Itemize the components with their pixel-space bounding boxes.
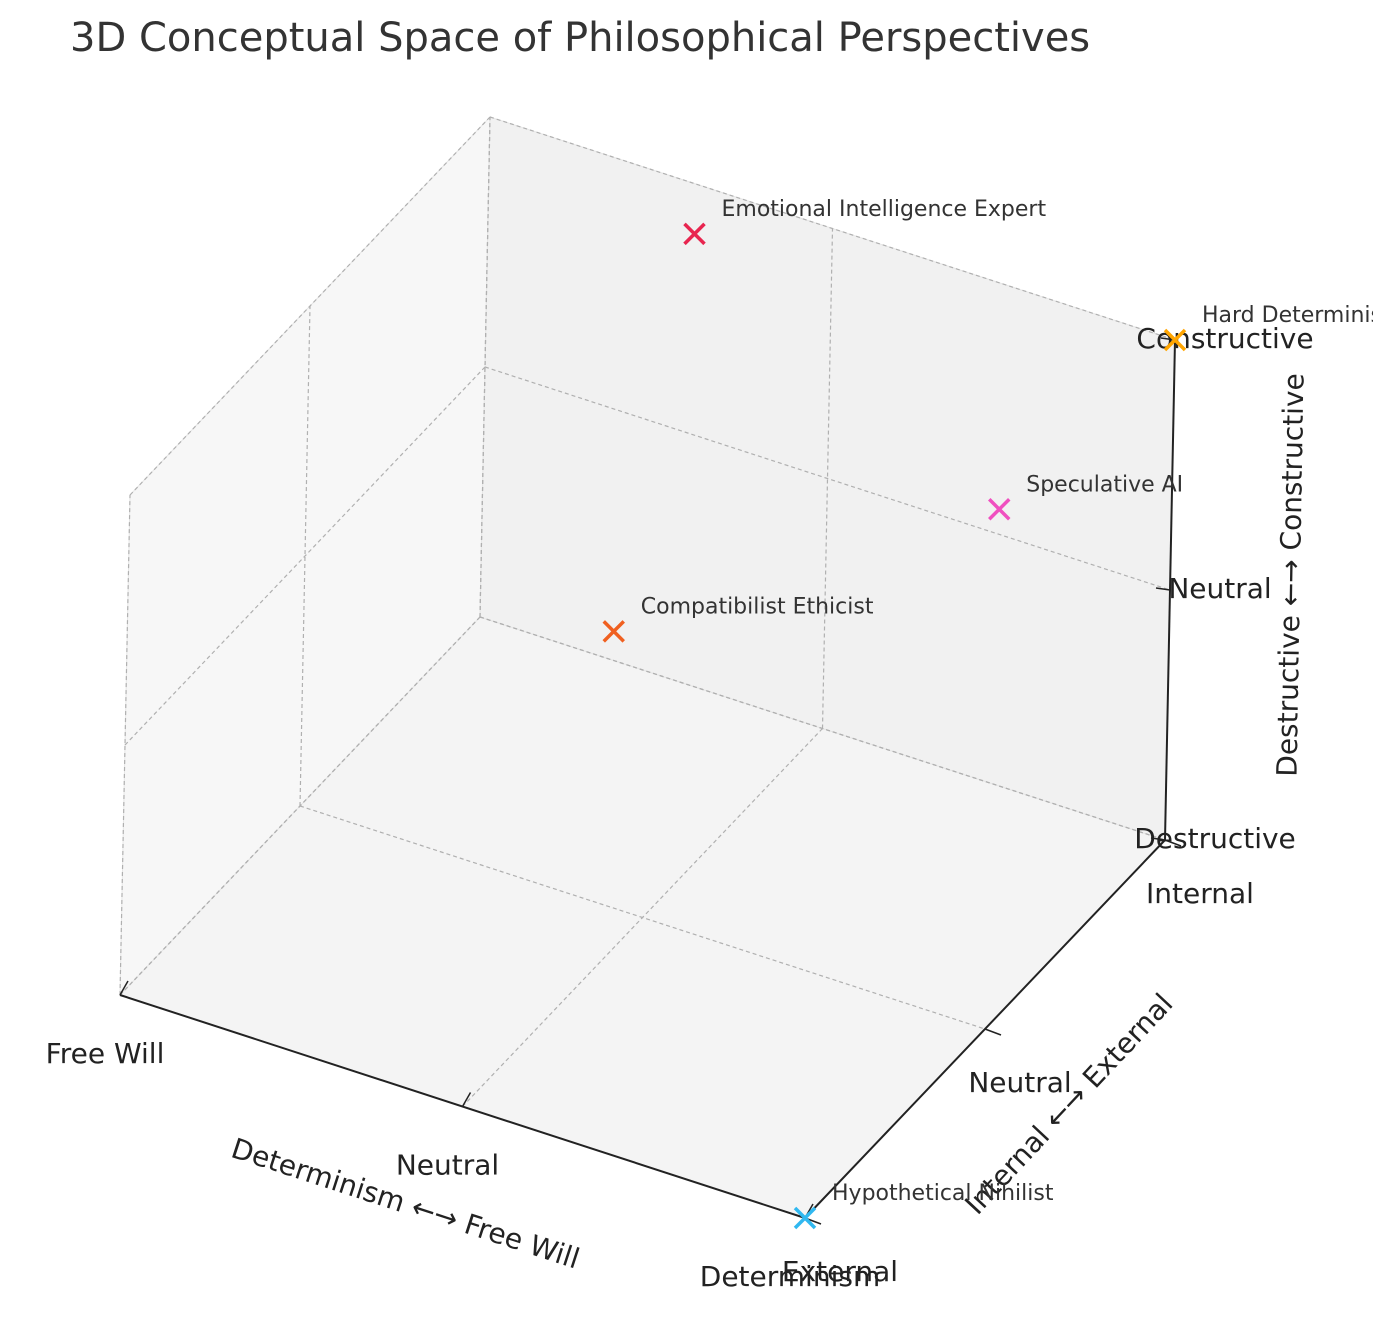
tick-mark xyxy=(119,980,129,996)
z-tick-label: Destructive xyxy=(1134,822,1296,855)
data-point xyxy=(602,620,625,643)
tick-mark xyxy=(1155,587,1171,591)
tick-mark xyxy=(1150,837,1166,841)
grid-line xyxy=(119,616,481,996)
grid-line xyxy=(821,228,834,729)
point-label: Compatibilist Ethicist xyxy=(641,594,874,619)
grid-line xyxy=(489,116,1176,341)
grid-line xyxy=(129,116,491,496)
grid-line xyxy=(484,366,1171,591)
x-tick-label: Free Will xyxy=(46,1037,165,1070)
point-label: Hard Determinism xyxy=(1202,303,1373,328)
grid-line xyxy=(479,116,491,618)
point-label: Emotional Intelligence Expert xyxy=(722,197,1047,222)
grid-line xyxy=(299,305,311,807)
data-point xyxy=(988,498,1011,521)
grid-line xyxy=(299,805,986,1030)
tick-mark xyxy=(1164,839,1182,847)
tick-mark xyxy=(461,1092,472,1107)
y-tick-label: External xyxy=(782,1255,898,1288)
z-axis-label: Destructive ←→ Constructive xyxy=(1270,373,1310,777)
z-tick-label: Neutral xyxy=(1168,572,1271,605)
tick-mark xyxy=(984,1028,1002,1036)
grid-line xyxy=(124,366,486,746)
data-point xyxy=(1163,328,1187,352)
x-tick-label: Neutral xyxy=(396,1149,499,1182)
point-label: Hypothetical Nihilist xyxy=(832,1181,1054,1206)
data-point xyxy=(683,222,706,246)
grid-line xyxy=(479,616,1166,841)
x-tick-label: Determinism xyxy=(700,1260,880,1293)
grid-line xyxy=(119,494,131,996)
y-tick-label: Neutral xyxy=(968,1066,1071,1099)
data-point xyxy=(793,1206,817,1230)
chart-title: 3D Conceptual Space of Philosophical Per… xyxy=(70,15,1090,61)
y-tick-label: Internal xyxy=(1146,877,1254,910)
point-label: Speculative AI xyxy=(1026,472,1183,497)
